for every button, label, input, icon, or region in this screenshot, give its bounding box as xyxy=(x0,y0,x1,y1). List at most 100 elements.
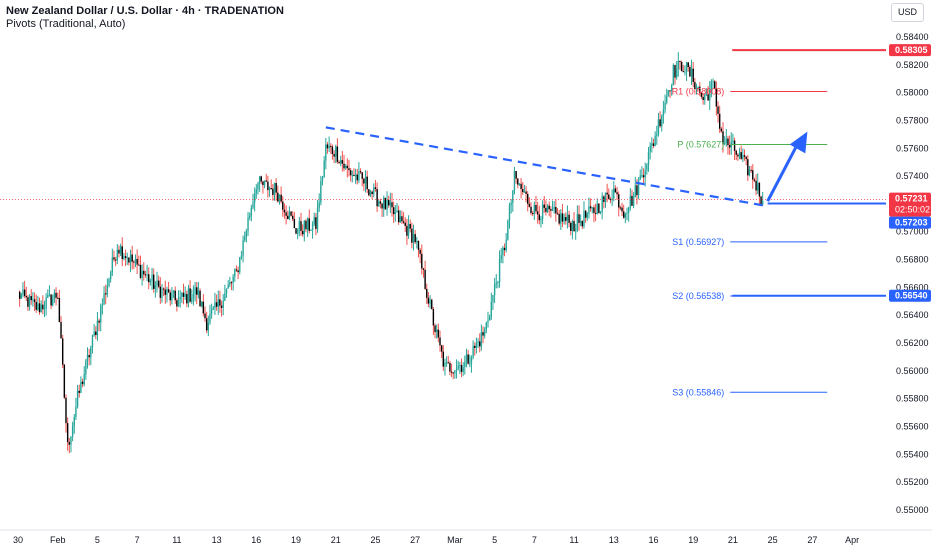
candle xyxy=(685,61,688,81)
candle xyxy=(321,175,324,186)
candle xyxy=(442,345,445,371)
symbol-title[interactable]: New Zealand Dollar / U.S. Dollar · 4h · … xyxy=(6,5,284,17)
x-tick-label: 30 xyxy=(13,535,23,545)
candle xyxy=(30,289,32,305)
candle xyxy=(518,183,521,186)
currency-button[interactable]: USD xyxy=(891,3,924,22)
candle xyxy=(715,81,718,116)
candle xyxy=(674,64,676,85)
candle xyxy=(179,290,181,308)
candle xyxy=(378,199,380,208)
candle xyxy=(330,143,332,154)
candle xyxy=(70,436,72,453)
candle xyxy=(475,337,478,354)
candle xyxy=(109,270,112,283)
candle xyxy=(364,170,367,193)
candle xyxy=(508,202,511,229)
candle xyxy=(277,185,279,203)
candle xyxy=(105,284,107,305)
candle xyxy=(244,231,246,243)
candle xyxy=(354,168,357,184)
candle xyxy=(624,212,627,224)
candle xyxy=(699,82,701,97)
candle xyxy=(172,289,175,299)
candle xyxy=(677,52,680,77)
candle xyxy=(103,286,105,305)
candle xyxy=(224,284,226,301)
candle xyxy=(651,137,653,153)
candle xyxy=(722,122,724,153)
candle xyxy=(247,211,249,236)
candle xyxy=(371,190,373,200)
candle xyxy=(488,314,491,321)
candle xyxy=(498,250,501,288)
bullish-arrow[interactable] xyxy=(766,139,801,202)
candle xyxy=(419,247,421,264)
candle xyxy=(692,62,694,88)
price-tag xyxy=(889,216,931,229)
candle xyxy=(714,80,716,90)
candle xyxy=(126,252,128,265)
candle xyxy=(205,311,208,334)
candle xyxy=(409,219,411,233)
candle xyxy=(563,213,565,225)
candle xyxy=(594,203,597,222)
chart-header: New Zealand Dollar / U.S. Dollar · 4h · … xyxy=(6,5,284,31)
candle xyxy=(515,170,517,184)
candle xyxy=(167,281,170,294)
candle xyxy=(210,303,213,319)
candle xyxy=(742,148,744,163)
candle xyxy=(353,168,355,177)
pivot-label: R1 (0.58008) xyxy=(672,86,725,96)
candle xyxy=(182,283,185,305)
price-axis[interactable]: 0.58400 0.58200 0.58000 0.57800 0.57600 0.574… xyxy=(886,0,932,550)
candle xyxy=(718,105,721,133)
candle xyxy=(551,200,554,212)
candle xyxy=(672,63,675,86)
candle xyxy=(315,213,317,236)
candle xyxy=(728,135,731,155)
candle xyxy=(361,171,363,187)
candle xyxy=(500,248,502,264)
candle xyxy=(387,195,390,208)
candle xyxy=(250,204,253,222)
candle xyxy=(424,260,426,290)
candle xyxy=(164,280,166,304)
candle xyxy=(75,397,77,421)
indicator-label[interactable]: Pivots (Traditional, Auto) xyxy=(6,18,126,30)
candle xyxy=(646,163,648,175)
candle xyxy=(270,179,272,190)
candle xyxy=(156,271,158,293)
candle xyxy=(248,212,251,221)
pivot-label: P (0.57627) xyxy=(677,140,724,150)
candle xyxy=(177,290,180,308)
candle xyxy=(68,437,71,454)
time-axis[interactable]: 30 Feb 5 7 11 13 16 19 21 25 27 Mar 5 7 11 13 16 19 21 25 27… xyxy=(0,529,932,545)
candle xyxy=(176,298,178,312)
candle xyxy=(396,202,398,213)
candle xyxy=(159,277,162,305)
y-tick-label: 0.55600 xyxy=(896,422,929,432)
candle xyxy=(305,219,307,233)
candle xyxy=(606,183,608,203)
candle xyxy=(143,262,145,281)
x-tick-label: 5 xyxy=(95,535,100,545)
candle xyxy=(479,333,481,353)
candle xyxy=(113,250,115,262)
candle xyxy=(343,154,345,172)
candle xyxy=(697,86,699,90)
candle xyxy=(50,294,52,310)
candle xyxy=(644,162,646,187)
candle xyxy=(318,193,320,213)
candle xyxy=(416,237,418,249)
x-tick-label: 16 xyxy=(648,535,658,545)
candle xyxy=(32,292,34,307)
candle xyxy=(194,281,196,302)
candle xyxy=(432,307,435,335)
x-tick-label: 21 xyxy=(728,535,738,545)
candle xyxy=(467,349,469,365)
candle xyxy=(133,259,135,269)
candle xyxy=(37,296,39,311)
candle xyxy=(490,292,493,320)
